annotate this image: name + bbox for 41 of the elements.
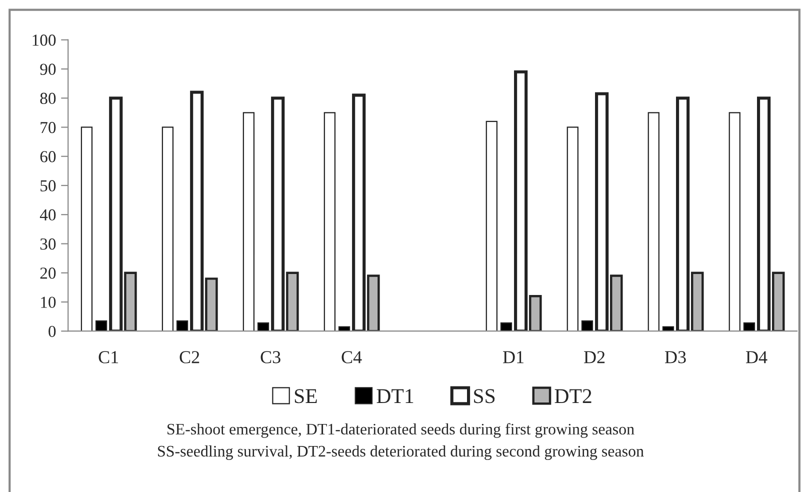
- bar: [566, 126, 578, 332]
- bar: [648, 112, 660, 332]
- bar: [662, 326, 674, 332]
- legend-label: SE: [294, 389, 317, 404]
- bar: [242, 112, 255, 332]
- bar: [338, 326, 350, 332]
- bar: [728, 112, 740, 332]
- legend-label: DT2: [554, 389, 592, 403]
- bar: [324, 112, 336, 332]
- y-tick-label: 30: [40, 238, 56, 250]
- x-tick-label: C2: [180, 351, 200, 364]
- y-tick-label: 60: [40, 151, 56, 162]
- legend-label: SS: [474, 389, 495, 404]
- x-tick-label: C4: [342, 351, 362, 364]
- x-tick-label: C3: [260, 351, 280, 364]
- y-tick-label: 70: [40, 122, 56, 134]
- legend-label: DT1: [376, 389, 414, 403]
- bar: [743, 322, 756, 332]
- x-tick-label: D1: [503, 351, 524, 364]
- bar: [162, 126, 174, 332]
- x-tick-label: D3: [664, 351, 686, 364]
- y-tick-label: 40: [40, 209, 56, 221]
- y-tick-label: 20: [40, 268, 56, 279]
- y-tick-label: 50: [40, 180, 56, 192]
- x-tick-label: D4: [746, 351, 768, 364]
- y-tick-label: 90: [40, 64, 56, 75]
- y-tick-label: 80: [40, 92, 56, 104]
- y-tick-label: 10: [41, 296, 56, 308]
- text: SS-seedling survival, DT2-seeds deteriorated during second growing season: [158, 445, 644, 460]
- text: SE-shoot emergence, DT1-dateriorated seeds during first growing season: [168, 423, 634, 438]
- bar: [95, 320, 108, 332]
- bar: [257, 322, 270, 332]
- x-tick-label: D2: [584, 351, 605, 364]
- bar: [80, 126, 93, 332]
- bar: [176, 320, 188, 332]
- bar: [500, 322, 512, 332]
- bar: [486, 120, 498, 332]
- y-tick-label: 0: [48, 326, 56, 338]
- bar: [581, 320, 594, 332]
- x-tick-label: C1: [98, 351, 118, 364]
- y-tick-label: 100: [32, 34, 56, 46]
